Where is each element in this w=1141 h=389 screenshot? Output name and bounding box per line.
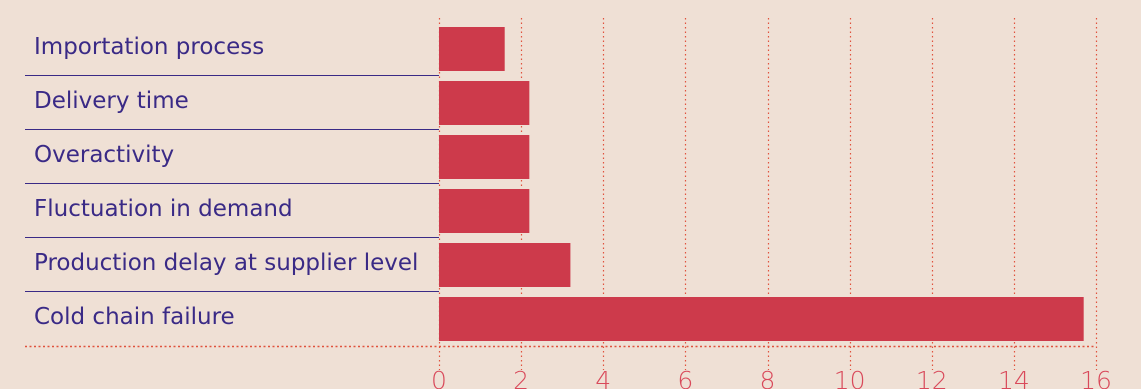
x-tick-label: 16 [1080, 366, 1112, 389]
category-label: Fluctuation in demand [34, 196, 293, 222]
row-dividers [25, 75, 439, 292]
x-tick-label: 14 [998, 366, 1030, 389]
category-label: Cold chain failure [34, 304, 235, 330]
x-tick-labels: 0 2 4 6 8 10 12 14 16 [431, 366, 1112, 389]
x-tick-label: 4 [595, 366, 611, 389]
bar [439, 243, 571, 287]
gridlines [438, 18, 1098, 370]
bar [439, 27, 505, 71]
x-tick-label: 2 [513, 366, 529, 389]
bars [439, 27, 1084, 341]
x-tick-label: 6 [677, 366, 693, 389]
x-tick-label: 12 [916, 366, 948, 389]
bar [439, 135, 530, 179]
category-label: Importation process [34, 34, 264, 60]
category-label: Production delay at supplier level [34, 250, 418, 276]
x-tick-label: 8 [760, 366, 776, 389]
bar [439, 189, 530, 233]
x-tick-label: 0 [431, 366, 447, 389]
x-tick-label: 10 [834, 366, 866, 389]
category-label: Overactivity [34, 142, 174, 168]
category-label: Delivery time [34, 88, 189, 114]
bar [439, 297, 1084, 341]
bar [439, 81, 530, 125]
category-labels: Importation process Delivery time Overacti… [34, 34, 418, 330]
